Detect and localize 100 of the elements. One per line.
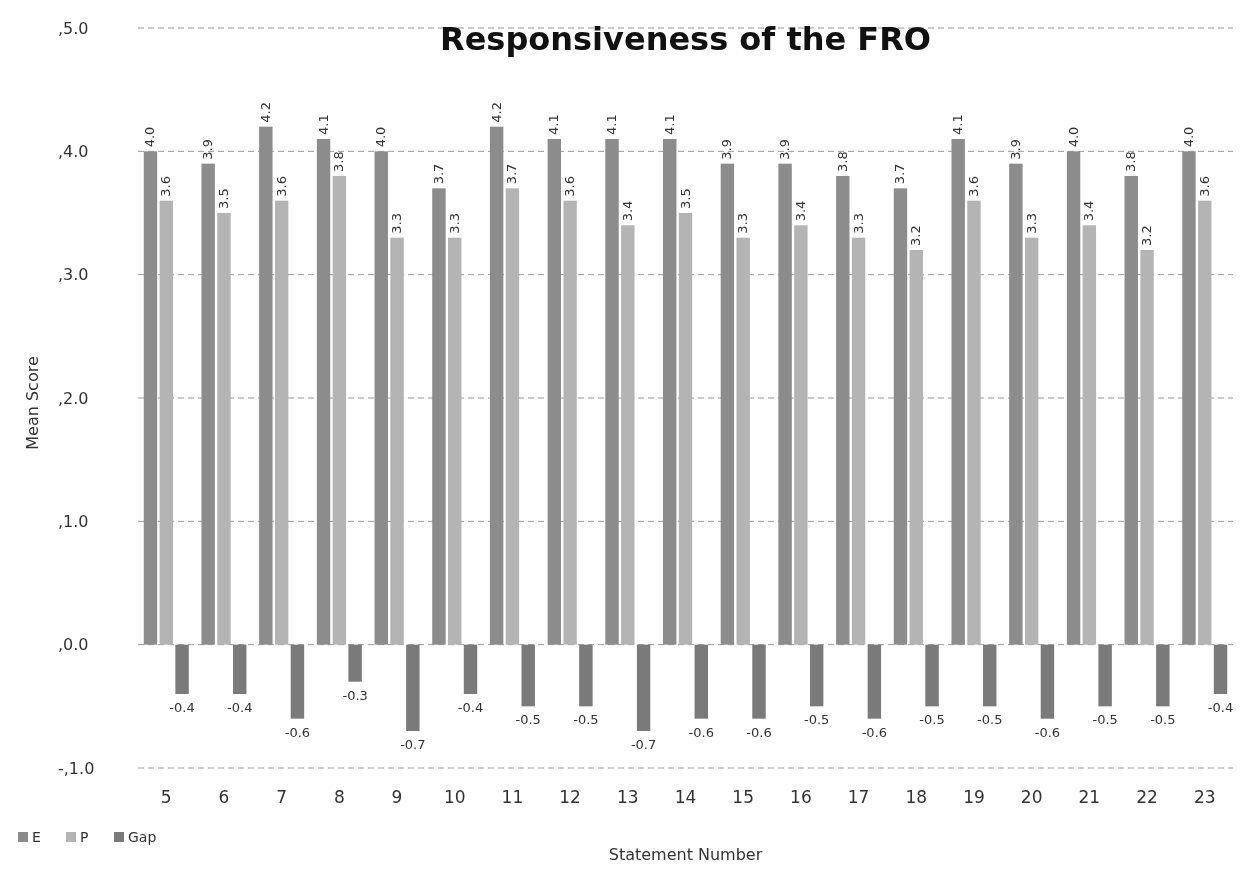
data-label: -0.6 bbox=[746, 724, 772, 740]
data-label: -0.4 bbox=[1207, 700, 1234, 715]
x-tick-label: 6 bbox=[218, 787, 230, 807]
legend-label: P bbox=[80, 829, 89, 845]
data-label: 3.6 bbox=[1196, 175, 1212, 197]
data-label: 3.9 bbox=[777, 138, 793, 160]
data-label: -0.5 bbox=[573, 712, 599, 728]
y-tick-label: ,1.0 bbox=[58, 511, 89, 531]
data-label: 4.1 bbox=[604, 114, 620, 135]
x-axis-title: Statement Number bbox=[608, 845, 763, 864]
bar bbox=[390, 237, 404, 645]
data-label: -0.5 bbox=[1150, 712, 1176, 728]
bar bbox=[794, 225, 808, 645]
data-label: 3.7 bbox=[504, 163, 520, 185]
data-label: -0.4 bbox=[457, 700, 484, 715]
data-label: -0.4 bbox=[169, 700, 195, 715]
bar bbox=[836, 176, 850, 645]
bar bbox=[909, 250, 923, 645]
data-label: 3.3 bbox=[735, 212, 751, 234]
data-label: -0.4 bbox=[227, 700, 253, 715]
bar bbox=[233, 644, 247, 694]
bar bbox=[809, 644, 824, 707]
bar bbox=[867, 644, 882, 719]
bar bbox=[201, 163, 215, 645]
bar bbox=[505, 188, 520, 645]
data-label: 3.6 bbox=[562, 175, 578, 197]
data-label: 3.4 bbox=[792, 200, 808, 222]
data-label: 3.4 bbox=[1081, 200, 1097, 222]
bar bbox=[951, 139, 965, 645]
data-label: 3.7 bbox=[430, 163, 446, 185]
x-tick-label: 7 bbox=[276, 787, 288, 807]
bar bbox=[217, 213, 231, 645]
bar bbox=[432, 188, 446, 645]
bar bbox=[274, 200, 289, 645]
data-label: 4.1 bbox=[315, 114, 331, 135]
bar bbox=[406, 644, 420, 731]
y-axis-title: Mean Score bbox=[23, 356, 42, 450]
data-label: -0.3 bbox=[342, 687, 368, 703]
data-label: 3.3 bbox=[389, 212, 405, 234]
x-tick-label: 14 bbox=[674, 787, 697, 807]
bar bbox=[678, 213, 693, 645]
data-label: -0.7 bbox=[630, 737, 657, 752]
x-tick-label: 17 bbox=[847, 787, 870, 807]
bar bbox=[1098, 644, 1112, 707]
bar bbox=[663, 139, 677, 645]
bar bbox=[893, 188, 908, 645]
bar bbox=[1040, 644, 1055, 719]
data-label: 3.4 bbox=[619, 200, 635, 222]
y-tick-label: ,0.0 bbox=[58, 635, 89, 655]
x-tick-label: 5 bbox=[160, 787, 172, 807]
data-label: 3.3 bbox=[446, 212, 462, 234]
data-label: 3.6 bbox=[965, 175, 981, 197]
data-label: 3.9 bbox=[200, 138, 216, 160]
x-tick-label: 10 bbox=[443, 787, 466, 807]
x-tick-label: 21 bbox=[1078, 787, 1101, 807]
bar bbox=[1009, 163, 1023, 645]
data-label: 3.6 bbox=[273, 175, 289, 197]
y-tick-label: ,5.0 bbox=[58, 18, 89, 38]
data-label: 3.9 bbox=[719, 138, 735, 160]
data-label: 3.5 bbox=[215, 188, 231, 209]
x-tick-label: 20 bbox=[1020, 787, 1043, 807]
bar bbox=[259, 126, 273, 645]
bar bbox=[636, 644, 651, 731]
data-label: -0.5 bbox=[515, 712, 541, 728]
data-label: -0.5 bbox=[977, 712, 1003, 728]
x-tick-label: 12 bbox=[559, 787, 581, 807]
bar bbox=[547, 139, 562, 645]
data-label: 3.5 bbox=[677, 188, 693, 209]
data-label: 3.2 bbox=[908, 225, 924, 246]
bar bbox=[316, 139, 331, 645]
bar bbox=[851, 237, 866, 645]
data-label: -0.7 bbox=[400, 737, 426, 752]
bar bbox=[332, 176, 347, 645]
bar bbox=[720, 163, 735, 645]
bar bbox=[1140, 250, 1154, 645]
data-label: 4.1 bbox=[546, 114, 562, 135]
bar bbox=[290, 644, 305, 719]
data-label: 3.8 bbox=[331, 151, 347, 172]
bar bbox=[694, 644, 708, 719]
data-label: 3.9 bbox=[1007, 138, 1023, 160]
x-tick-label: 8 bbox=[333, 787, 345, 807]
bar bbox=[448, 237, 462, 645]
bar bbox=[967, 200, 981, 645]
data-label: 3.2 bbox=[1139, 225, 1155, 246]
bar bbox=[752, 644, 766, 719]
bar bbox=[1024, 237, 1039, 645]
data-label: -0.6 bbox=[861, 724, 888, 740]
x-tick-label: 9 bbox=[391, 787, 403, 807]
data-label: 3.8 bbox=[1123, 151, 1139, 172]
data-label: 3.7 bbox=[892, 163, 908, 185]
bar bbox=[1182, 151, 1196, 645]
x-tick-label: 15 bbox=[732, 787, 755, 807]
data-label: 4.0 bbox=[1065, 126, 1081, 148]
x-tick-label: 18 bbox=[905, 787, 928, 807]
data-label: -0.6 bbox=[688, 724, 714, 740]
bar bbox=[778, 163, 792, 645]
bar bbox=[175, 644, 189, 694]
bar bbox=[579, 644, 593, 707]
x-tick-label: 16 bbox=[790, 787, 812, 807]
bar bbox=[1124, 176, 1138, 645]
